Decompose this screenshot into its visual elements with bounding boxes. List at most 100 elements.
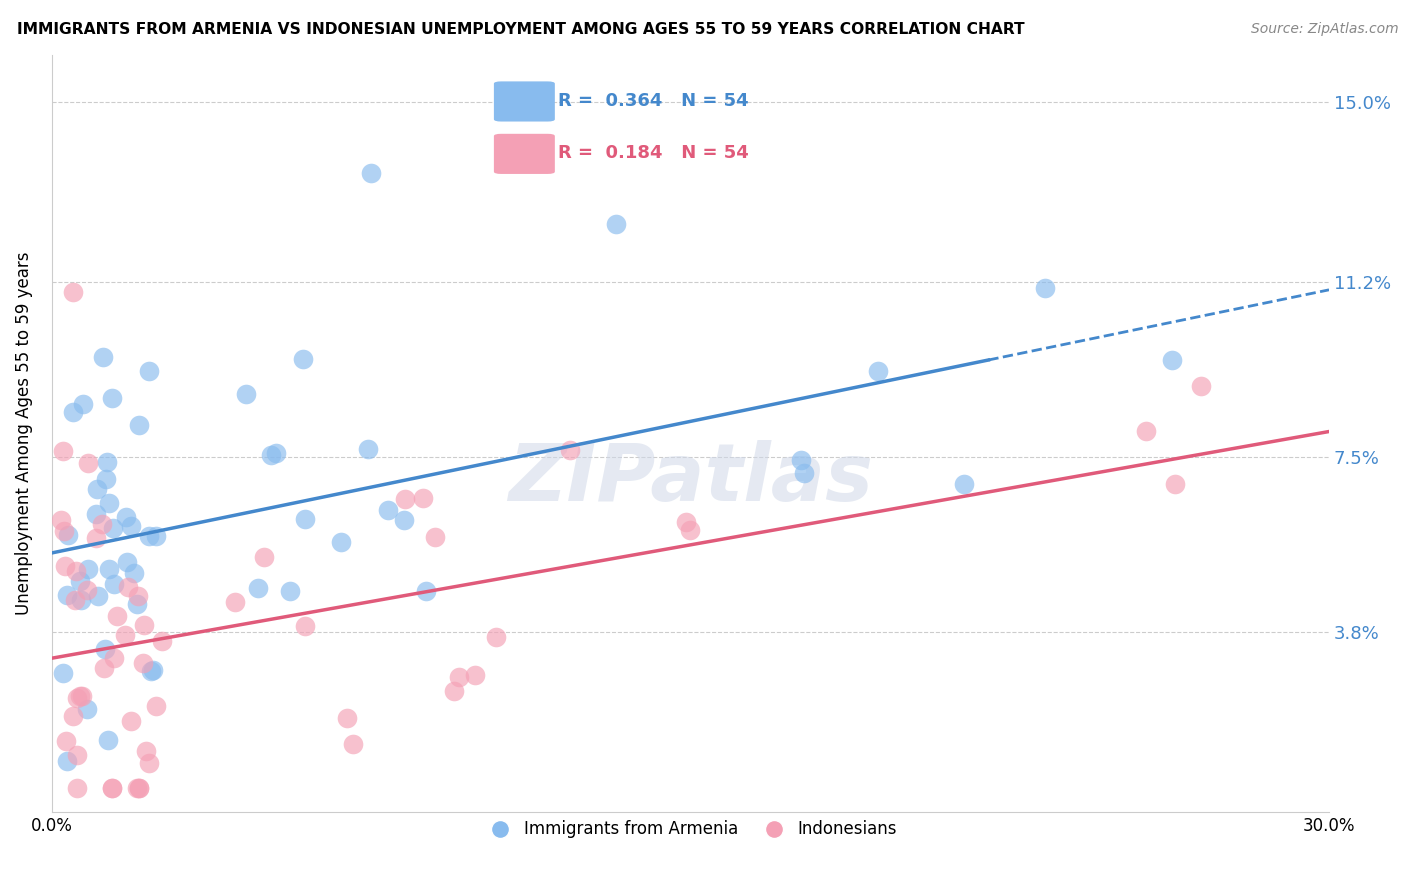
Point <box>66 748 89 763</box>
Point <box>266 446 288 460</box>
Point <box>94 472 117 486</box>
Point <box>412 491 434 505</box>
Point <box>120 519 142 533</box>
Point <box>138 756 160 770</box>
Point <box>423 530 446 544</box>
Point <box>790 453 813 467</box>
Point <box>1135 424 1157 438</box>
Point <box>120 714 142 729</box>
Point <box>117 580 139 594</box>
Y-axis label: Unemployment Among Ages 55 to 59 years: Unemployment Among Ages 55 to 59 years <box>15 252 32 615</box>
Point <box>128 781 150 796</box>
Point <box>84 532 107 546</box>
Point <box>415 584 437 599</box>
Point <box>86 589 108 603</box>
Point <box>142 663 165 677</box>
Point <box>62 405 84 419</box>
Point <box>447 670 470 684</box>
Point <box>56 588 79 602</box>
Point <box>62 285 84 299</box>
Point <box>62 709 84 723</box>
FancyBboxPatch shape <box>494 81 555 121</box>
Point <box>132 657 155 671</box>
Point <box>1161 353 1184 368</box>
Point <box>105 608 128 623</box>
Point <box>377 503 399 517</box>
Point <box>141 665 163 679</box>
Point <box>69 574 91 588</box>
Point <box>51 444 73 458</box>
Point <box>76 456 98 470</box>
Text: ZIPatlas: ZIPatlas <box>508 440 873 518</box>
Point <box>101 781 124 796</box>
Point <box>394 492 416 507</box>
Point <box>98 496 121 510</box>
Point <box>76 701 98 715</box>
Point <box>134 618 156 632</box>
Point <box>485 630 508 644</box>
Point <box>96 455 118 469</box>
Point <box>679 523 702 537</box>
Point <box>70 593 93 607</box>
Point <box>357 442 380 456</box>
Point <box>127 589 149 603</box>
Point <box>1164 477 1187 491</box>
Point <box>392 513 415 527</box>
Point <box>605 217 627 231</box>
Point <box>72 397 94 411</box>
Point <box>63 593 86 607</box>
Text: Source: ZipAtlas.com: Source: ZipAtlas.com <box>1251 22 1399 37</box>
Point <box>69 690 91 704</box>
Point <box>93 641 115 656</box>
Point <box>52 666 75 681</box>
Point <box>49 512 72 526</box>
Point <box>114 510 136 524</box>
Point <box>1189 379 1212 393</box>
Point <box>66 691 89 706</box>
Point <box>84 508 107 522</box>
Point <box>66 781 89 796</box>
Point <box>464 668 486 682</box>
Point <box>115 555 138 569</box>
FancyBboxPatch shape <box>494 134 555 174</box>
Point <box>103 651 125 665</box>
Point <box>98 562 121 576</box>
Point <box>793 466 815 480</box>
Point <box>100 781 122 796</box>
Point <box>150 634 173 648</box>
Text: IMMIGRANTS FROM ARMENIA VS INDONESIAN UNEMPLOYMENT AMONG AGES 55 TO 59 YEARS COR: IMMIGRANTS FROM ARMENIA VS INDONESIAN UN… <box>17 22 1025 37</box>
Point <box>235 387 257 401</box>
Point <box>1035 281 1057 295</box>
Point <box>558 443 581 458</box>
Point <box>122 566 145 580</box>
Point <box>675 515 697 529</box>
Point <box>224 595 246 609</box>
Point <box>145 529 167 543</box>
Point <box>70 690 93 704</box>
Point <box>76 582 98 597</box>
Text: R =  0.184   N = 54: R = 0.184 N = 54 <box>558 145 749 162</box>
Text: R =  0.364   N = 54: R = 0.364 N = 54 <box>558 92 749 110</box>
Point <box>55 755 77 769</box>
Point <box>135 743 157 757</box>
Point <box>56 528 79 542</box>
Point <box>52 524 75 538</box>
Point <box>291 352 314 367</box>
Point <box>128 781 150 796</box>
Point <box>125 598 148 612</box>
Point <box>65 564 87 578</box>
Point <box>91 516 114 531</box>
Point <box>360 166 382 180</box>
Point <box>253 550 276 565</box>
Point <box>952 476 974 491</box>
Point <box>336 711 359 725</box>
Point <box>77 562 100 576</box>
Point <box>138 529 160 543</box>
Point <box>278 584 301 599</box>
Point <box>125 781 148 796</box>
Point <box>100 391 122 405</box>
Legend: Immigrants from Armenia, Indonesians: Immigrants from Armenia, Indonesians <box>477 814 904 845</box>
Point <box>138 364 160 378</box>
Point <box>53 558 76 573</box>
Point <box>97 733 120 747</box>
